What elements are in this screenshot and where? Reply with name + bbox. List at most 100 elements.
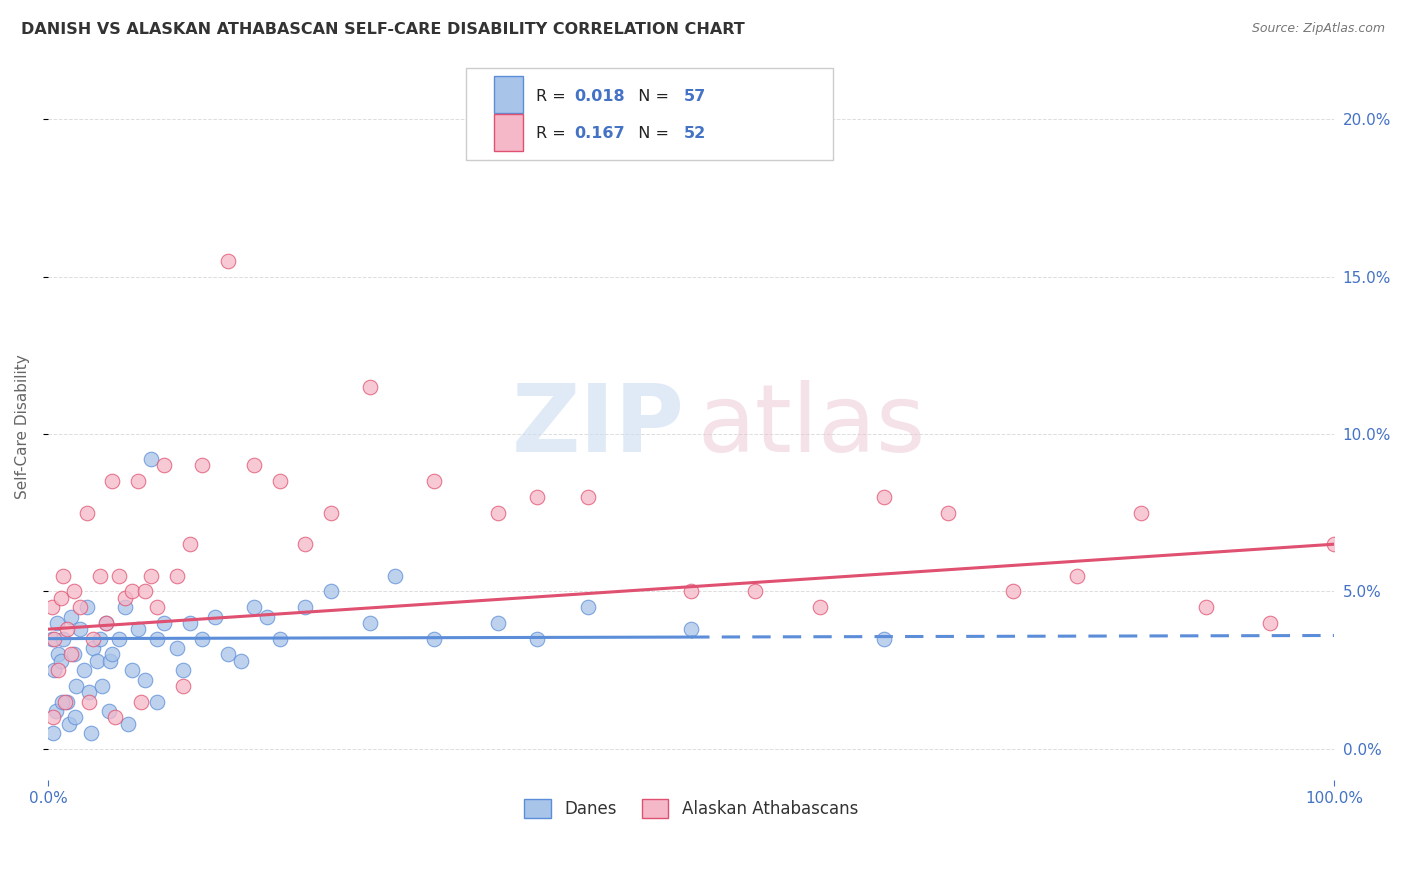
Point bbox=[486, 506, 509, 520]
Point bbox=[134, 673, 156, 687]
Point bbox=[179, 615, 201, 630]
Text: 0.167: 0.167 bbox=[574, 127, 624, 142]
Point bbox=[42, 726, 65, 740]
Point bbox=[69, 622, 91, 636]
Point bbox=[62, 648, 84, 662]
Point bbox=[243, 458, 266, 473]
Point bbox=[744, 584, 766, 599]
Point bbox=[204, 609, 226, 624]
Point bbox=[873, 632, 896, 646]
Point bbox=[166, 568, 188, 582]
Point bbox=[45, 704, 67, 718]
Point bbox=[44, 663, 66, 677]
Point bbox=[139, 568, 162, 582]
Y-axis label: Self-Care Disability: Self-Care Disability bbox=[15, 354, 30, 499]
FancyBboxPatch shape bbox=[495, 77, 523, 113]
Point bbox=[179, 537, 201, 551]
Point bbox=[117, 716, 139, 731]
Point bbox=[269, 474, 291, 488]
Point bbox=[79, 726, 101, 740]
Point bbox=[73, 663, 96, 677]
Point bbox=[153, 615, 176, 630]
Point bbox=[94, 615, 117, 630]
Point bbox=[77, 685, 100, 699]
Point bbox=[229, 654, 252, 668]
Point bbox=[1258, 615, 1281, 630]
Point bbox=[46, 615, 69, 630]
Point bbox=[62, 584, 84, 599]
Legend: Danes, Alaskan Athabascans: Danes, Alaskan Athabascans bbox=[517, 792, 865, 825]
Point bbox=[101, 648, 124, 662]
Point bbox=[94, 615, 117, 630]
Point bbox=[1130, 506, 1153, 520]
Point bbox=[58, 716, 80, 731]
Point bbox=[52, 568, 75, 582]
Point bbox=[423, 632, 446, 646]
Point bbox=[51, 695, 73, 709]
FancyBboxPatch shape bbox=[495, 113, 523, 151]
Point bbox=[127, 622, 149, 636]
Point bbox=[486, 615, 509, 630]
Point bbox=[146, 632, 169, 646]
Point bbox=[359, 615, 381, 630]
Point bbox=[359, 380, 381, 394]
Point bbox=[191, 632, 214, 646]
Point bbox=[114, 591, 136, 605]
Point bbox=[217, 648, 239, 662]
Point bbox=[681, 584, 703, 599]
Point bbox=[107, 568, 129, 582]
Point bbox=[52, 632, 75, 646]
Point bbox=[86, 654, 108, 668]
FancyBboxPatch shape bbox=[465, 69, 832, 161]
Text: R =: R = bbox=[536, 89, 571, 104]
Point bbox=[82, 632, 104, 646]
Point bbox=[146, 695, 169, 709]
Point bbox=[808, 600, 831, 615]
Text: Source: ZipAtlas.com: Source: ZipAtlas.com bbox=[1251, 22, 1385, 36]
Point bbox=[243, 600, 266, 615]
Point bbox=[526, 632, 548, 646]
Text: R =: R = bbox=[536, 127, 571, 142]
Point bbox=[576, 490, 599, 504]
Point bbox=[44, 632, 66, 646]
Point bbox=[423, 474, 446, 488]
Point bbox=[127, 474, 149, 488]
Text: 0.018: 0.018 bbox=[574, 89, 624, 104]
Point bbox=[681, 622, 703, 636]
Text: 57: 57 bbox=[683, 89, 706, 104]
Point bbox=[49, 654, 72, 668]
Point bbox=[153, 458, 176, 473]
Point bbox=[269, 632, 291, 646]
Point bbox=[873, 490, 896, 504]
Point bbox=[134, 584, 156, 599]
Point bbox=[217, 253, 239, 268]
Point bbox=[576, 600, 599, 615]
Point bbox=[121, 584, 143, 599]
Point bbox=[63, 710, 86, 724]
Point bbox=[319, 584, 342, 599]
Point bbox=[76, 600, 98, 615]
Point bbox=[46, 648, 69, 662]
Point bbox=[41, 600, 63, 615]
Point bbox=[384, 568, 406, 582]
Point bbox=[82, 641, 104, 656]
Point bbox=[69, 600, 91, 615]
Point bbox=[77, 695, 100, 709]
Point bbox=[76, 506, 98, 520]
Point bbox=[146, 600, 169, 615]
Point bbox=[98, 654, 121, 668]
Text: N =: N = bbox=[628, 127, 675, 142]
Point bbox=[104, 710, 127, 724]
Point bbox=[114, 600, 136, 615]
Point bbox=[65, 679, 87, 693]
Point bbox=[53, 695, 76, 709]
Point bbox=[89, 632, 111, 646]
Point bbox=[41, 632, 63, 646]
Text: DANISH VS ALASKAN ATHABASCAN SELF-CARE DISABILITY CORRELATION CHART: DANISH VS ALASKAN ATHABASCAN SELF-CARE D… bbox=[21, 22, 745, 37]
Point bbox=[60, 648, 83, 662]
Point bbox=[97, 704, 120, 718]
Point bbox=[294, 537, 316, 551]
Point bbox=[121, 663, 143, 677]
Text: N =: N = bbox=[628, 89, 675, 104]
Point bbox=[938, 506, 960, 520]
